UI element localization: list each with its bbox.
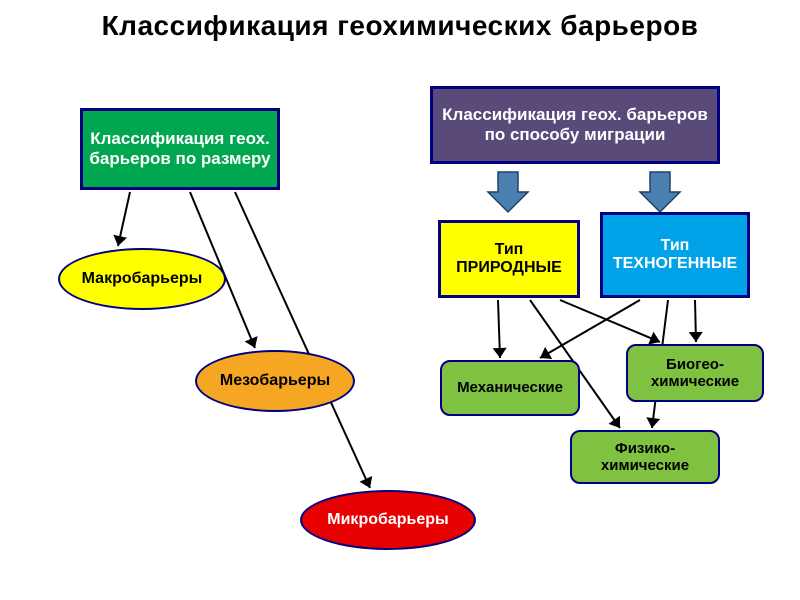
node-type_natural: Тип ПРИРОДНЫЕ (438, 220, 580, 298)
node-label: Биогео-химические (634, 356, 756, 391)
node-label: Механические (457, 379, 563, 396)
node-label: Макробарьеры (82, 270, 203, 288)
node-mech: Механические (440, 360, 580, 416)
node-biochem: Биогео-химические (626, 344, 764, 402)
node-label: Микробарьеры (327, 511, 448, 529)
node-migration_root: Классификация геох. барьеров по способу … (430, 86, 720, 164)
connector-arrow (540, 300, 640, 359)
node-label: Тип ТЕХНОГЕННЫЕ (609, 237, 741, 274)
connector-arrow (113, 192, 130, 246)
node-size_root: Классификация геох. барьеров по размеру (80, 108, 280, 190)
node-micro: Микробарьеры (300, 490, 476, 550)
node-label: Классификация геох. барьеров по размеру (89, 129, 271, 168)
connector-arrow (493, 300, 507, 358)
node-label: Классификация геох. барьеров по способу … (439, 105, 711, 144)
node-label: Мезобарьеры (220, 372, 330, 390)
block-arrow (640, 172, 680, 212)
node-type_techno: Тип ТЕХНОГЕННЫЕ (600, 212, 750, 298)
block-arrow (488, 172, 528, 212)
node-label: Физико-химические (578, 440, 712, 475)
node-macro: Макробарьеры (58, 248, 226, 310)
node-physchem: Физико-химические (570, 430, 720, 484)
node-meso: Мезобарьеры (195, 350, 355, 412)
connector-arrow (689, 300, 703, 342)
node-label: Тип ПРИРОДНЫЕ (447, 241, 571, 278)
